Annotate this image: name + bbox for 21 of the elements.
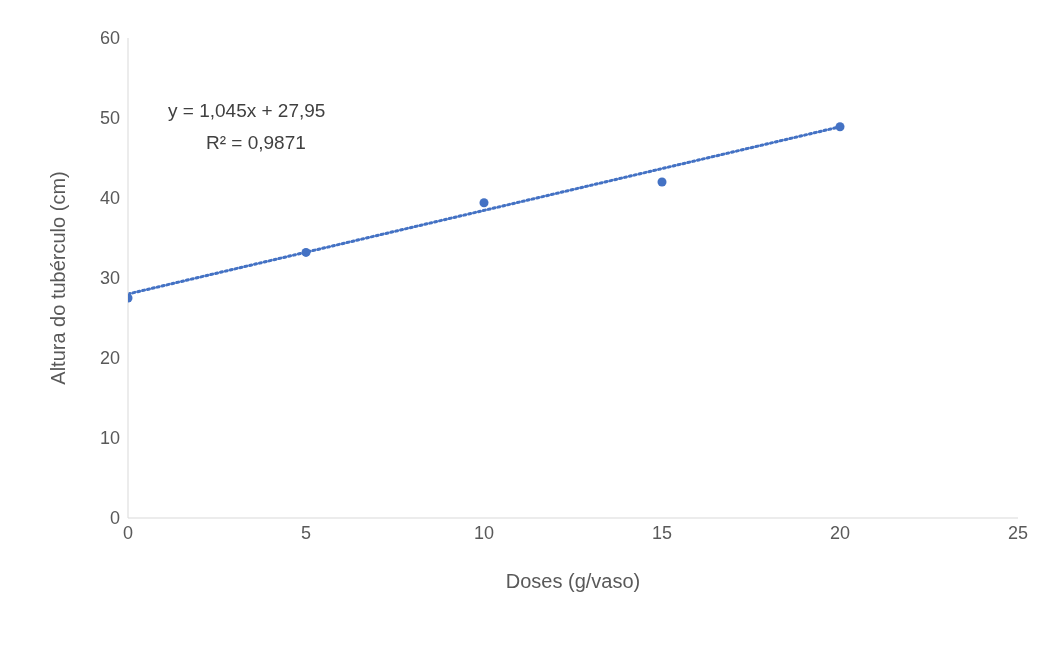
y-tick-label: 60 [99,28,120,49]
y-tick-label: 40 [99,188,120,209]
x-tick-label: 5 [300,522,312,543]
annotation: R² = 0,9871 [206,132,306,154]
x-tick-label: 15 [651,522,673,543]
annotation: y = 1,045x + 27,95 [168,100,326,122]
point [479,198,489,208]
x-tick-label: 10 [473,522,495,543]
x-axis-title: Doses (g/vaso) [505,570,641,592]
y-tick-label: 0 [109,508,120,529]
y-tick-label: 20 [99,348,120,369]
x-tick-label: 25 [1007,522,1029,543]
y-tick-label: 50 [99,108,120,129]
y-tick-label: 30 [99,268,120,289]
y-tick-label: 10 [99,428,120,449]
point [835,122,845,132]
x-tick-label: 0 [122,522,134,543]
point [657,177,667,187]
y-axis-title: Altura do tubérculo (cm) [47,171,70,385]
x-tick-label: 20 [829,522,851,543]
point [301,247,311,257]
